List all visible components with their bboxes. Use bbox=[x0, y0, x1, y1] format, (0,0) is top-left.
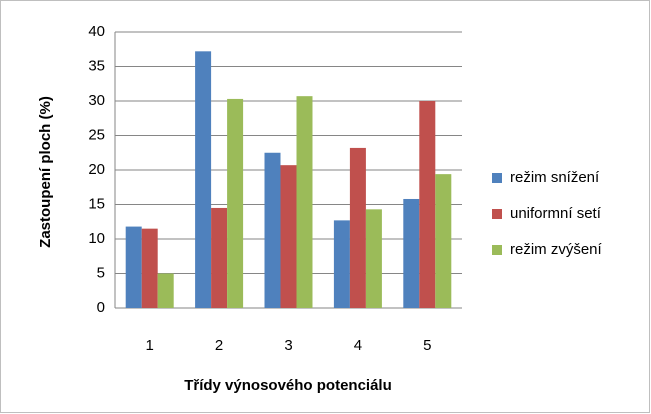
x-tick-label: 1 bbox=[146, 337, 154, 354]
bar bbox=[403, 198, 420, 308]
legend-label: režim zvýšení bbox=[510, 241, 603, 258]
x-tick-label: 3 bbox=[284, 337, 292, 354]
y-tick-label: 5 bbox=[97, 264, 105, 281]
y-tick-label: 25 bbox=[88, 126, 105, 143]
x-tick-label: 5 bbox=[423, 337, 431, 354]
legend-label: uniformní setí bbox=[510, 205, 602, 222]
x-axis-label: Třídy výnosového potenciálu bbox=[184, 377, 392, 394]
bar bbox=[195, 51, 212, 308]
bar bbox=[227, 98, 244, 309]
bar bbox=[141, 228, 158, 308]
bar bbox=[125, 226, 142, 308]
y-tick-label: 10 bbox=[88, 230, 105, 247]
legend-label: režim snížení bbox=[510, 169, 600, 186]
bar bbox=[365, 209, 382, 308]
x-tick-label: 4 bbox=[354, 337, 362, 354]
bar bbox=[211, 207, 228, 308]
y-tick-label: 15 bbox=[88, 195, 105, 212]
y-tick-label: 40 bbox=[88, 23, 105, 40]
bar bbox=[333, 220, 350, 308]
bar bbox=[296, 96, 313, 308]
legend-swatch bbox=[492, 173, 502, 183]
y-axis-label: Zastoupení ploch (%) bbox=[37, 96, 54, 248]
bar bbox=[280, 165, 297, 308]
bar bbox=[419, 101, 436, 308]
bar bbox=[435, 174, 452, 308]
bar bbox=[157, 273, 174, 308]
legend-swatch bbox=[492, 245, 502, 255]
y-tick-label: 35 bbox=[88, 57, 105, 74]
y-tick-label: 20 bbox=[88, 161, 105, 178]
legend-swatch bbox=[492, 209, 502, 219]
bar bbox=[349, 147, 366, 308]
y-tick-label: 30 bbox=[88, 92, 105, 109]
x-tick-label: 2 bbox=[215, 337, 223, 354]
y-tick-label: 0 bbox=[97, 299, 105, 316]
bar bbox=[264, 152, 281, 308]
